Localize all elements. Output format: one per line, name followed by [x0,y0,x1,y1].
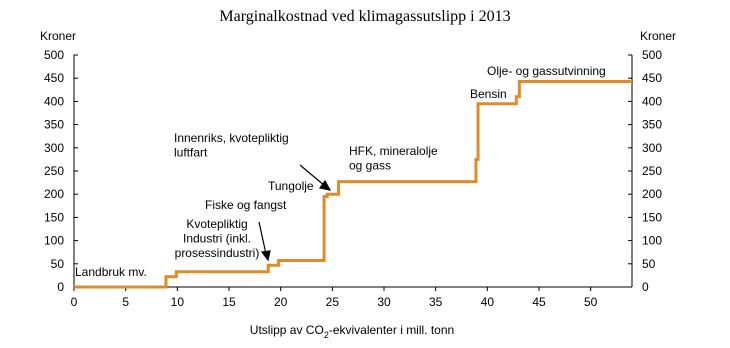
annotation: Innenriks, kvotepliktig [174,131,289,145]
y-tick-label: 100 [44,234,64,248]
annotation: og gass [349,159,391,173]
x-tick-label: 45 [532,295,546,309]
x-axis-label-sub: 2 [324,330,329,340]
x-tick-label: 35 [429,295,443,309]
y-tick-label: 300 [44,141,64,155]
y-tick-label: 500 [44,48,64,62]
annotation: Fiske og fangst [205,198,287,212]
annotation: Olje- og gassutvinning [487,64,606,78]
y2-tick-label: 450 [642,71,662,85]
y2-tick-label: 50 [642,257,656,271]
x-axis-label-part: -ekvivalenter i mill. tonn [329,323,454,337]
y-tick-label: 250 [44,164,64,178]
y2-tick-label: 400 [642,94,662,108]
annotation: Bensin [470,87,507,101]
x-tick-label: 15 [222,295,236,309]
y2-tick-label: 150 [642,210,662,224]
annotation: prosessindustri) [175,246,260,260]
x-axis-label: Utslipp av CO2-ekvivalenter i mill. tonn [250,323,454,340]
y2-tick-label: 350 [642,118,662,132]
annotation: luftfart [174,146,208,160]
x-tick-label: 5 [122,295,129,309]
x-tick-label: 0 [71,295,78,309]
y2-tick-label: 200 [642,187,662,201]
y-axis-label: Kroner [40,29,76,43]
y2-tick-label: 300 [642,141,662,155]
y-tick-label: 400 [44,94,64,108]
x-axis-label-part: Utslipp av CO [250,323,324,337]
y-tick-label: 450 [44,71,64,85]
step-line [74,79,632,289]
annotation: Landbruk mv. [75,265,147,279]
y-tick-label: 200 [44,187,64,201]
y2-axis-label: Kroner [640,29,676,43]
y2-tick-label: 500 [642,48,662,62]
y-tick-label: 50 [51,257,65,271]
arrow [258,221,267,255]
arrows [258,164,332,262]
annotation: Tungolje [268,179,314,193]
arrowhead [260,250,271,262]
y-tick-label: 0 [57,280,64,294]
y2-tick-label: 250 [642,164,662,178]
y2-tick-label: 100 [642,234,662,248]
x-tick-label: 10 [171,295,185,309]
annotation: HFK, mineralolje [349,144,438,158]
chart-title: Marginalkostnad ved klimagassutslipp i 2… [219,8,510,25]
arrow [299,164,326,187]
arrowhead [318,179,332,191]
y-tick-label: 350 [44,118,64,132]
annotation: Kvotepliktig [186,217,247,231]
x-tick-label: 40 [481,295,495,309]
x-tick-label: 25 [326,295,340,309]
y-tick-label: 150 [44,210,64,224]
x-tick-label: 20 [274,295,288,309]
x-tick-label: 50 [584,295,598,309]
annotation: Industri (inkl. [183,232,251,246]
y2-tick-label: 0 [642,280,649,294]
x-tick-label: 30 [377,295,391,309]
